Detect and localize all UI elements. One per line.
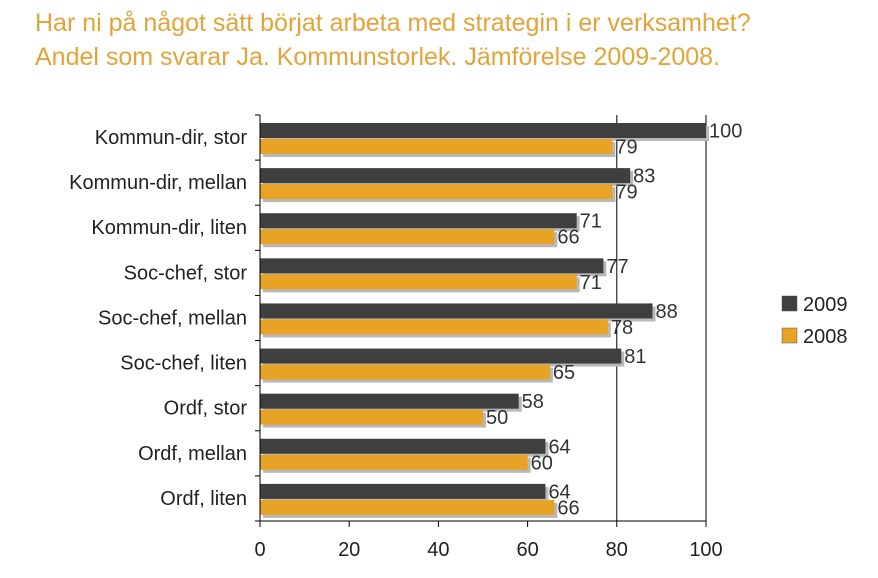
- bar-2008-3: [260, 274, 577, 290]
- bar-2009-2: [260, 213, 577, 229]
- bar-2008-0: [260, 139, 613, 154]
- category-label-7: Ordf, mellan: [138, 443, 247, 465]
- data-label-2009-3: 77: [606, 256, 628, 278]
- data-label-2008-1: 79: [615, 182, 637, 204]
- data-label-2009-6: 58: [522, 391, 544, 413]
- bar-2009-1: [260, 168, 631, 184]
- bar-2009-7: [260, 438, 546, 454]
- legend-label-2008: 2008: [803, 326, 848, 348]
- data-label-2009-5: 81: [624, 346, 646, 368]
- legend-label-2009: 2009: [803, 294, 848, 316]
- bar-2008-4: [260, 319, 608, 335]
- data-label-2009-0: 100: [709, 121, 742, 143]
- category-label-3: Soc-chef, stor: [124, 262, 248, 284]
- bar-2008-1: [260, 184, 613, 200]
- category-label-6: Ordf, stor: [164, 398, 248, 420]
- data-label-2009-2: 71: [580, 211, 602, 233]
- chart-title: Har ni på något sätt börjat arbeta med s…: [35, 6, 875, 74]
- title-line-2: Andel som svarar Ja. Kommunstorlek. Jämf…: [35, 43, 721, 71]
- x-tick-label-40: 40: [427, 539, 449, 561]
- bar-2009-6: [260, 393, 519, 409]
- data-label-2008-0: 79: [615, 137, 637, 159]
- bar-2009-4: [260, 303, 653, 319]
- data-label-2008-2: 66: [557, 227, 579, 249]
- bar-2008-8: [260, 499, 555, 515]
- category-label-5: Soc-chef, liten: [120, 353, 247, 375]
- data-label-2008-5: 65: [553, 362, 575, 384]
- category-label-2: Kommun-dir, liten: [91, 217, 247, 239]
- bar-2009-0: [260, 123, 706, 138]
- data-label-2008-4: 78: [611, 317, 633, 339]
- bar-2008-7: [260, 454, 528, 470]
- bar-2008-6: [260, 409, 483, 425]
- category-label-4: Soc-chef, mellan: [98, 307, 247, 329]
- legend-swatch-2008: [781, 327, 798, 344]
- category-label-8: Ordf, liten: [160, 488, 247, 510]
- x-tick-label-60: 60: [516, 539, 538, 561]
- category-label-0: Kommun-dir, stor: [95, 127, 248, 149]
- x-tick-label-0: 0: [254, 539, 265, 561]
- data-label-2009-4: 88: [655, 301, 677, 323]
- title-line-1: Har ni på något sätt börjat arbeta med s…: [35, 9, 751, 37]
- legend-swatch-2009: [781, 295, 798, 312]
- category-label-1: Kommun-dir, mellan: [69, 172, 247, 194]
- x-tick-label-20: 20: [338, 539, 360, 561]
- data-label-2008-8: 66: [557, 497, 579, 519]
- data-label-2009-7: 64: [548, 436, 570, 458]
- bar-2009-5: [260, 348, 622, 364]
- data-label-2009-8: 64: [548, 481, 570, 503]
- bar-2009-3: [260, 258, 604, 274]
- data-label-2008-3: 71: [580, 272, 602, 294]
- x-tick-label-80: 80: [606, 539, 628, 561]
- data-label-2008-6: 50: [486, 407, 508, 429]
- bar-2009-8: [260, 483, 546, 499]
- x-tick-label-100: 100: [689, 539, 722, 561]
- data-label-2009-1: 83: [633, 166, 655, 188]
- bar-2008-5: [260, 364, 550, 380]
- bar-2008-2: [260, 229, 555, 245]
- data-label-2008-7: 60: [531, 452, 553, 474]
